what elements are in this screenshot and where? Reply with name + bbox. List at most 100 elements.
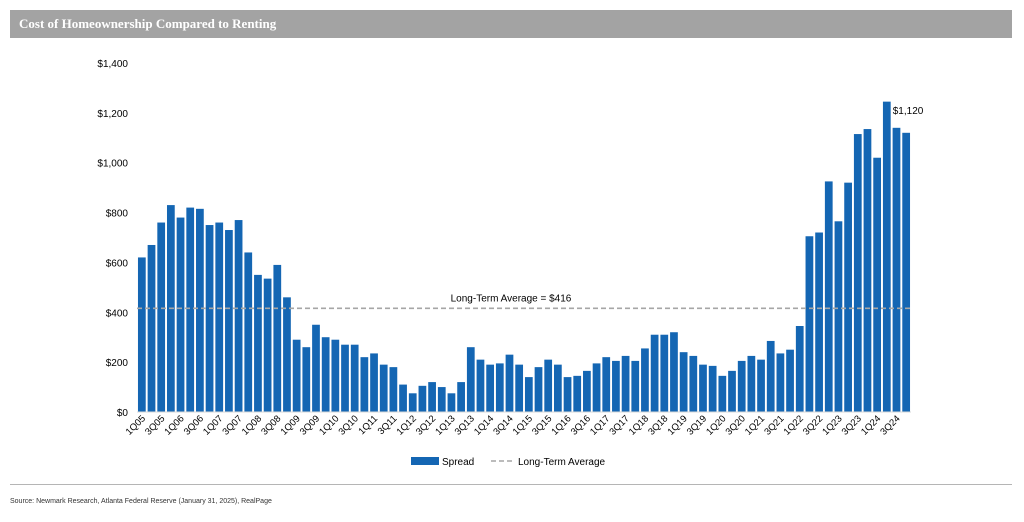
bar [515, 364, 524, 412]
x-tick-label: 3Q16 [569, 413, 593, 437]
bar [495, 363, 504, 412]
x-tick-label: 3Q08 [259, 413, 283, 437]
bar [263, 278, 272, 412]
bar [505, 354, 514, 412]
x-tick-label: 1Q11 [356, 413, 380, 437]
bar [234, 220, 243, 412]
source-note: Source: Newmark Research, Atlanta Federa… [10, 498, 272, 505]
bar [708, 365, 717, 412]
bar [302, 347, 311, 412]
bar [786, 349, 794, 412]
bar [853, 134, 862, 413]
x-tick-label: 3Q24 [878, 413, 902, 437]
bar [757, 359, 765, 412]
legend-swatch-spread [411, 457, 439, 465]
bar [873, 157, 882, 412]
bar [205, 225, 214, 412]
bar [573, 375, 582, 412]
bar [553, 364, 562, 412]
x-tick-label: 3Q22 [801, 413, 825, 437]
bar [544, 359, 553, 412]
bar [834, 221, 843, 412]
bar [196, 208, 204, 412]
x-tick-label: 3Q09 [298, 413, 322, 437]
bar [621, 355, 630, 412]
bar [292, 339, 301, 412]
bar-chart: $0$200$400$600$800$1,000$1,200$1,4001Q05… [97, 59, 924, 468]
y-tick-label: $1,200 [97, 109, 128, 120]
bar [583, 370, 591, 412]
bar [776, 353, 785, 412]
bar [882, 101, 891, 412]
chart-title: Cost of Homeownership Compared to Rentin… [19, 16, 277, 31]
bar [408, 393, 417, 412]
bar [321, 337, 330, 412]
bar [670, 332, 678, 412]
bar [283, 297, 291, 412]
bar [844, 182, 852, 412]
bar [379, 364, 388, 412]
x-tick-label: 1Q16 [549, 413, 573, 437]
footer-divider [10, 484, 1012, 485]
bar [466, 347, 475, 412]
x-tick-label: 3Q15 [530, 413, 554, 437]
bar [360, 357, 369, 412]
bar [176, 217, 185, 412]
bar [147, 244, 156, 412]
bar [524, 377, 533, 412]
x-tick-label: 1Q09 [279, 413, 303, 437]
bar [437, 387, 446, 412]
bar [728, 370, 736, 412]
legend-label-average: Long-Term Average [518, 457, 606, 468]
x-tick-label: 1Q20 [704, 413, 728, 437]
bar [612, 360, 620, 412]
bar [341, 344, 349, 412]
bar [244, 252, 253, 412]
x-tick-label: 3Q21 [762, 413, 786, 437]
x-tick-label: 3Q14 [491, 413, 515, 437]
bar [602, 357, 611, 412]
y-tick-label: $600 [106, 258, 129, 269]
x-tick-label: 1Q06 [162, 413, 186, 437]
average-annotation: Long-Term Average = $416 [451, 293, 572, 304]
bar [660, 334, 669, 412]
bar [631, 360, 640, 412]
x-tick-label: 3Q18 [646, 413, 670, 437]
x-tick-label: 3Q19 [685, 413, 709, 437]
bar [399, 384, 407, 412]
x-tick-label: 1Q07 [201, 413, 225, 437]
bar [650, 334, 659, 412]
bar [805, 236, 814, 412]
y-tick-label: $400 [106, 308, 129, 319]
x-tick-label: 1Q23 [820, 413, 844, 437]
bar [331, 339, 340, 412]
x-tick-label: 1Q17 [588, 413, 612, 437]
bar [795, 326, 804, 412]
bar [699, 364, 707, 412]
x-tick-label: 3Q11 [376, 413, 400, 437]
bar [215, 222, 224, 412]
x-tick-label: 3Q20 [724, 413, 748, 437]
bar [486, 364, 495, 412]
bar [418, 385, 427, 412]
legend-label-spread: Spread [442, 457, 474, 468]
x-tick-label: 1Q22 [782, 413, 806, 437]
y-tick-label: $0 [117, 408, 129, 419]
bar [718, 375, 727, 412]
x-tick-label: 1Q15 [511, 413, 535, 437]
bar [592, 363, 601, 412]
x-tick-label: 1Q10 [317, 413, 341, 437]
bar [273, 264, 282, 412]
x-tick-label: 1Q24 [859, 413, 883, 437]
last-value-label: $1,120 [893, 106, 924, 117]
bar [476, 359, 485, 412]
x-tick-label: 1Q19 [666, 413, 690, 437]
bar [902, 132, 911, 413]
x-tick-label: 3Q07 [220, 413, 244, 437]
bar [534, 367, 543, 412]
x-tick-label: 3Q12 [414, 413, 438, 437]
bar [350, 344, 359, 412]
bar [225, 230, 233, 412]
bar [254, 274, 262, 412]
y-tick-label: $1,400 [97, 59, 128, 70]
